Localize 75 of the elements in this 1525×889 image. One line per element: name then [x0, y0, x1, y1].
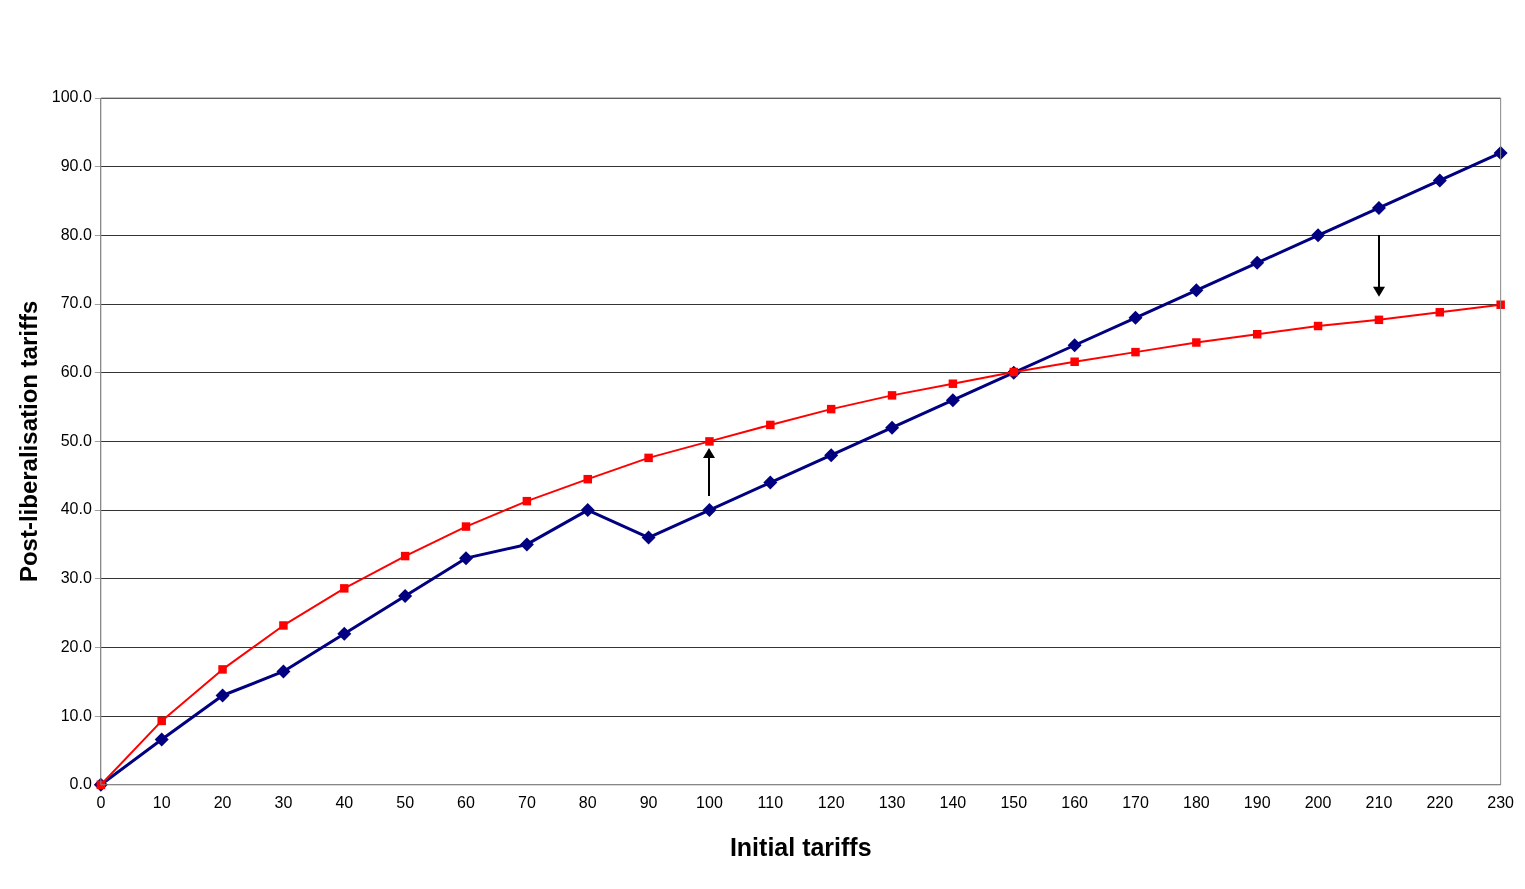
- x-tick-label: 90: [639, 793, 658, 811]
- x-tick-label: 220: [1426, 793, 1454, 811]
- x-tick-label: 140: [939, 793, 967, 811]
- y-tick-label: 100.0: [51, 88, 92, 106]
- x-tick-label: 190: [1243, 793, 1271, 811]
- y-tick-label: 20.0: [60, 637, 92, 655]
- point: [1131, 347, 1140, 357]
- x-tick-label: 160: [1061, 793, 1089, 811]
- point: [583, 474, 592, 484]
- point: [154, 732, 169, 747]
- x-tick-label: 10: [152, 793, 171, 811]
- point: [157, 716, 166, 726]
- point: [824, 448, 839, 463]
- x-tick-label: 150: [1000, 793, 1028, 811]
- x-tick-label: 0: [96, 793, 106, 811]
- point: [398, 588, 413, 603]
- point: [1070, 357, 1079, 366]
- y-tick-label: 70.0: [60, 294, 92, 312]
- point: [644, 453, 653, 463]
- x-tick-label: 200: [1304, 793, 1332, 811]
- point: [1192, 338, 1201, 347]
- x-tick-label: 80: [578, 793, 597, 811]
- point: [461, 522, 471, 531]
- point: [1496, 300, 1505, 309]
- point: [276, 664, 291, 679]
- point: [763, 475, 778, 490]
- y-axis-title: Post-liberalisation tariffs: [15, 300, 43, 583]
- point: [337, 626, 352, 641]
- point: [766, 420, 775, 430]
- point: [1435, 308, 1445, 317]
- y-tick-label: 10.0: [60, 706, 92, 724]
- point: [218, 665, 227, 674]
- point: [1252, 330, 1262, 339]
- y-tick-label: 90.0: [60, 157, 92, 175]
- x-tick-label: 130: [878, 793, 906, 811]
- point: [215, 688, 230, 703]
- x-tick-label: 120: [817, 793, 845, 811]
- x-tick-label: 50: [396, 793, 415, 811]
- point: [1371, 200, 1386, 215]
- y-tick-label: 0.0: [69, 775, 92, 793]
- x-tick-label: 210: [1365, 793, 1393, 811]
- y-tick-label: 80.0: [60, 225, 92, 243]
- point: [945, 393, 960, 408]
- x-tick-label: 20: [213, 793, 232, 811]
- point: [459, 551, 474, 566]
- x-tick-label: 170: [1122, 793, 1149, 811]
- point: [887, 391, 897, 400]
- x-tick-label: 60: [457, 793, 476, 811]
- y-tick-label: 30.0: [60, 569, 92, 587]
- point: [948, 379, 958, 388]
- point: [885, 420, 900, 435]
- point: [1189, 283, 1204, 298]
- point: [1128, 310, 1143, 325]
- x-tick-label: 110: [757, 793, 784, 811]
- point: [705, 437, 714, 446]
- y-tick-label: 40.0: [60, 500, 92, 518]
- point: [1432, 173, 1447, 188]
- x-tick-label: 70: [517, 793, 536, 811]
- x-tick-label: 30: [274, 793, 293, 811]
- point: [580, 503, 595, 518]
- point: [1067, 338, 1082, 353]
- x-tick-label: 230: [1487, 793, 1515, 811]
- x-tick-label: 40: [335, 793, 354, 811]
- point: [1250, 255, 1265, 270]
- point: [702, 503, 717, 518]
- x-tick-label: 100: [696, 793, 723, 811]
- x-axis-title: Initial tariffs: [729, 832, 872, 861]
- point: [641, 530, 656, 545]
- point: [1311, 228, 1326, 243]
- y-tick-label: 50.0: [60, 431, 92, 449]
- point: [519, 537, 534, 552]
- point: [340, 584, 349, 593]
- point: [279, 621, 288, 630]
- y-tick-label: 60.0: [60, 363, 92, 381]
- x-tick-label: 180: [1182, 793, 1210, 811]
